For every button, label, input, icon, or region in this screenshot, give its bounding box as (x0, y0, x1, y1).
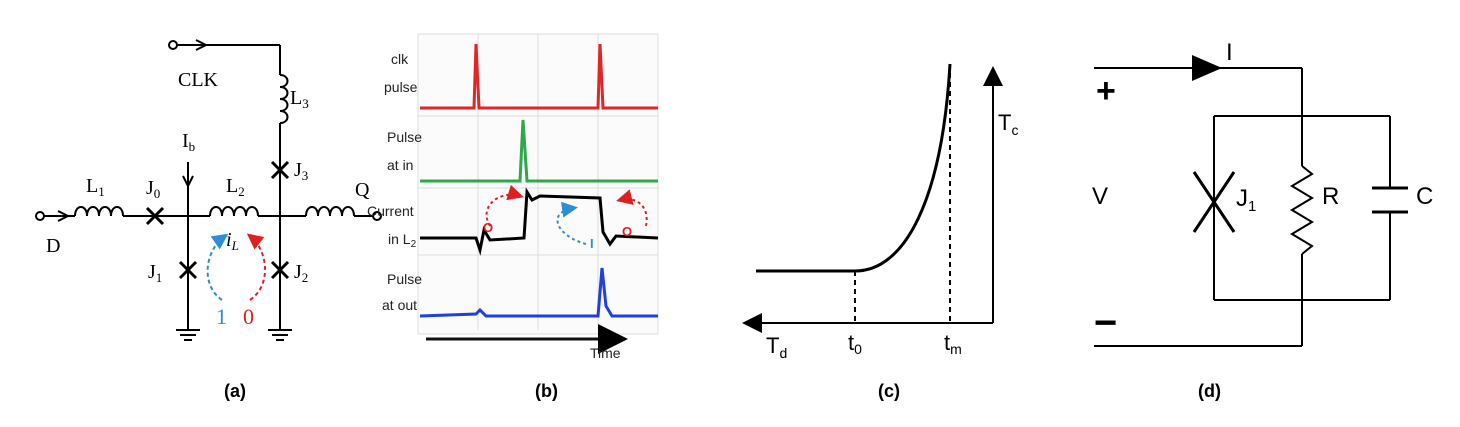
b-o2-label: O (622, 224, 632, 239)
j2-label: J2 (294, 261, 308, 285)
tc-label: Tc (998, 110, 1018, 138)
l3-label: L3 (290, 87, 309, 111)
junction-j2 (270, 260, 290, 280)
caption-d: (d) (1198, 381, 1221, 401)
inductor-l2 (209, 206, 259, 217)
zero-label: 0 (243, 304, 254, 329)
q-label: Q (355, 179, 370, 201)
b-label-current: Current (367, 203, 414, 219)
inductor-l3 (279, 74, 289, 124)
b-label-at-out: at out (382, 297, 417, 313)
junction-j0 (145, 206, 165, 226)
b-label-pulse-in: Pulse (387, 129, 422, 145)
plus-sign: + (1096, 72, 1116, 110)
clk-arrow (195, 39, 209, 51)
one-label: 1 (216, 304, 227, 329)
caption-c: (c) (878, 381, 900, 401)
j1-d-label: J1 (1236, 185, 1256, 215)
v-label: V (1092, 183, 1108, 210)
panel-b-waveforms: O I O clk pulse Pulse at in Current in L… (367, 33, 659, 361)
ground-right (268, 329, 292, 341)
j3-label: J3 (294, 159, 308, 183)
t0-label: t0 (848, 330, 862, 357)
caption-b: (b) (535, 381, 558, 401)
loop-arrow-1 (206, 233, 229, 301)
inductor-l1 (74, 206, 124, 217)
minus-sign: − (1094, 301, 1117, 345)
ib-label: Ib (182, 130, 195, 154)
trace-clk (420, 43, 658, 110)
d-arrow (57, 210, 71, 222)
ib-arrow (182, 175, 194, 189)
panel-d-circuit: + − I V J1 R C (1092, 39, 1433, 347)
b-o1-label: O (483, 220, 493, 235)
trace-current (420, 187, 659, 256)
j1-label: J1 (148, 261, 162, 285)
tm-label: tm (944, 330, 962, 357)
b-label-pulse-out: Pulse (387, 271, 422, 287)
panel-a-circuit: CLK L3 Ib L1 J0 L2 J3 Q D iL J1 J2 1 0 (35, 39, 382, 341)
d-terminal (35, 211, 45, 221)
td-label: Td (766, 333, 787, 361)
il-label: iL (226, 229, 239, 253)
j0-label: J0 (146, 177, 160, 201)
ground-left (176, 329, 200, 341)
time-label: Time (590, 345, 621, 361)
r-label: R (1322, 183, 1339, 210)
d-label: D (46, 235, 60, 257)
q-terminal (372, 211, 382, 221)
current-arrow (1192, 55, 1222, 81)
b-label-clk: clk (391, 51, 409, 67)
panel-c-curve: Tc Td t0 tm (742, 63, 1018, 361)
caption-a: (a) (224, 381, 246, 401)
clk-label: CLK (178, 69, 219, 91)
c-label: C (1416, 183, 1433, 210)
trace-out (419, 267, 658, 318)
b-label-in-l2: in L2 (388, 231, 417, 250)
b-label-pulse: pulse (384, 79, 418, 95)
b-arrow-i1 (556, 201, 587, 245)
b-i1-label: I (590, 236, 594, 251)
junction-j1 (178, 260, 198, 280)
junction-j1-d (1192, 171, 1236, 233)
resistor-r (1290, 165, 1314, 255)
trace-in (420, 119, 658, 183)
b-arrow-o1 (485, 184, 524, 227)
inductor-q (305, 206, 355, 217)
b-label-at-in: at in (387, 157, 413, 173)
l2-label: L2 (226, 175, 245, 199)
l1-label: L1 (86, 175, 105, 199)
loop-arrow-0 (246, 233, 266, 301)
delay-curve (756, 63, 952, 273)
i-label: I (1226, 39, 1233, 66)
clk-terminal (168, 40, 178, 50)
